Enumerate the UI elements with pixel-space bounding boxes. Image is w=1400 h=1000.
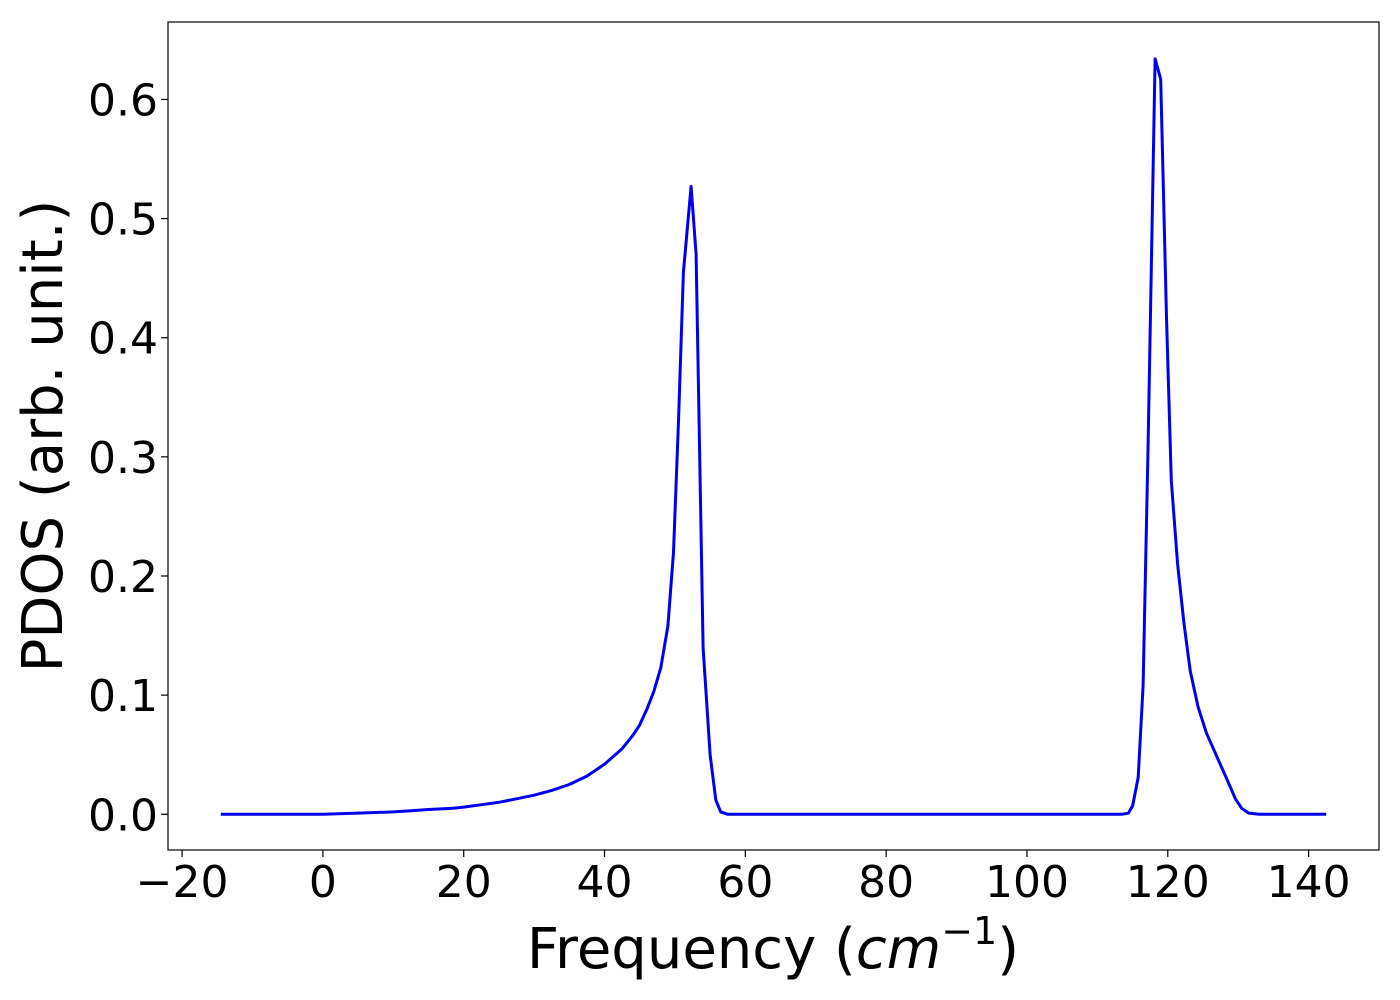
x-axis-label-unit: cm: [856, 917, 941, 982]
y-axis-ticks: 0.0 0.1 0.2 0.3 0.4 0.5 0.6: [88, 75, 168, 841]
x-tick-label: 100: [985, 857, 1069, 908]
x-tick-label: 20: [436, 857, 492, 908]
x-tick-label: 0: [309, 857, 337, 908]
y-axis-label: PDOS (arb. unit.): [11, 200, 76, 673]
x-axis-label: Frequency (cm−1): [527, 909, 1019, 982]
y-tick-label: 0.6: [88, 75, 158, 126]
y-tick-label: 0.1: [88, 671, 158, 722]
y-tick-label: 0.5: [88, 195, 158, 246]
pdos-series-line: [220, 57, 1327, 816]
x-axis-label-close: ): [997, 917, 1019, 982]
x-tick-label: 120: [1126, 857, 1210, 908]
y-tick-label: 0.3: [88, 433, 158, 484]
x-tick-label: −20: [136, 857, 229, 908]
y-tick-label: 0.4: [88, 314, 158, 365]
x-axis-label-text: Frequency (: [527, 917, 856, 982]
x-axis-ticks: −20 0 20 40 60 80 100 120 140: [136, 850, 1351, 908]
y-tick-label: 0.0: [88, 790, 158, 841]
x-axis-label-exponent: −1: [941, 909, 997, 953]
y-tick-label: 0.2: [88, 552, 158, 603]
x-tick-label: 40: [577, 857, 633, 908]
plot-area: [167, 21, 1380, 851]
x-tick-label: 60: [717, 857, 773, 908]
x-tick-label: 140: [1267, 857, 1351, 908]
x-tick-label: 80: [858, 857, 914, 908]
